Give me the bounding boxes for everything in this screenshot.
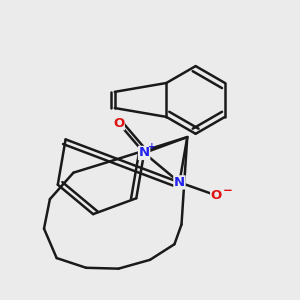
Text: O: O	[211, 189, 222, 202]
Text: O: O	[113, 117, 124, 130]
Text: +: +	[148, 142, 156, 151]
Text: N: N	[139, 146, 150, 159]
Text: −: −	[223, 184, 232, 196]
Text: N: N	[174, 176, 185, 189]
